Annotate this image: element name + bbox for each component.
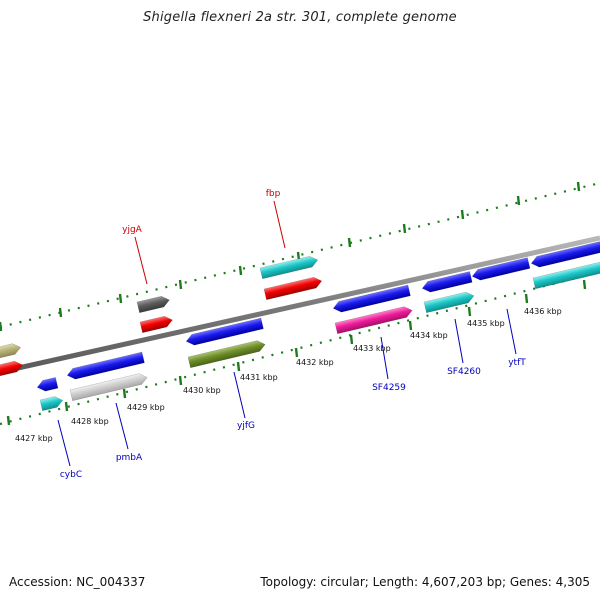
genome-backbone — [0, 235, 600, 375]
leader-line-ytfT — [506, 308, 517, 355]
leader-line-pmbA — [115, 402, 129, 450]
ytfT-neighbor-blue-feature — [471, 257, 531, 281]
genome-summary-text: Topology: circular; Length: 4,607,203 bp… — [260, 575, 590, 589]
major-ticks — [0, 181, 587, 426]
gene-label-yjgA: yjgA — [122, 225, 143, 235]
map-title: Shigella flexneri 2a str. 301, complete … — [143, 10, 457, 25]
gene-label-cybC: cybC — [60, 470, 82, 480]
leader-line-SF4260 — [454, 318, 464, 364]
yjgA-feature — [139, 315, 173, 334]
tick-label: 4434 kbp — [410, 331, 448, 340]
gene-labels: yjgA fbp cybC pmbA yjfG SF4259 SF4260 ytfT — [57, 189, 526, 480]
tick-label: 4435 kbp — [467, 319, 505, 328]
cybC-feature — [39, 396, 64, 412]
gene-label-pmbA: pmbA — [116, 453, 143, 463]
leader-line-fbp — [273, 200, 286, 249]
khaki-feature-left — [0, 343, 21, 360]
tick-label: 4430 kbp — [183, 386, 221, 395]
gene-label-fbp: fbp — [266, 189, 281, 199]
tick-label: 4432 kbp — [296, 358, 334, 367]
fbp-neighbor-cyan-feature — [259, 256, 319, 280]
SF4260-feature — [423, 291, 475, 314]
SF4259-neighbor-blue-feature — [332, 284, 411, 313]
leader-line-cybC — [57, 419, 71, 467]
tick-label: 4436 kbp — [524, 307, 562, 316]
tick-label: 4431 kbp — [240, 373, 278, 382]
gene-label-ytfT: ytfT — [508, 358, 526, 368]
right-edge-cyan-feature — [532, 260, 600, 290]
gene-label-yjfG: yjfG — [237, 421, 255, 431]
gene-label-SF4260: SF4260 — [447, 367, 481, 377]
SF4259-feature — [334, 306, 413, 335]
tick-label: 4428 kbp — [71, 417, 109, 426]
yjfG-feature — [187, 340, 266, 369]
pmbA-feature — [69, 373, 148, 402]
yjfG-neighbor-blue-feature — [185, 317, 264, 346]
leader-line-yjgA — [134, 236, 148, 285]
tick-label: 4427 kbp — [15, 434, 53, 443]
tick-labels: 4427 kbp 4428 kbp 4429 kbp 4430 kbp 4431 kbp… — [15, 307, 562, 443]
accession-text: Accession: NC_004337 — [9, 575, 146, 589]
leader-line-yjfG — [233, 371, 246, 419]
SF4260-neighbor-blue-feature — [421, 271, 473, 293]
leader-line-SF4259 — [380, 336, 389, 380]
yjgA-neighbor-gray-feature — [136, 295, 170, 314]
gene-label-SF4259: SF4259 — [372, 383, 406, 393]
fbp-feature — [263, 277, 323, 301]
pmbA-neighbor-blue-feature — [66, 351, 145, 380]
red-feature-left — [0, 360, 23, 378]
feature-arrows — [0, 239, 600, 412]
inner-tick-track — [0, 270, 600, 426]
right-edge-blue-feature — [530, 239, 600, 268]
tick-label: 4433 kbp — [353, 344, 391, 353]
cybC-neighbor-blue-feature — [36, 377, 59, 392]
tick-label: 4429 kbp — [127, 403, 165, 412]
